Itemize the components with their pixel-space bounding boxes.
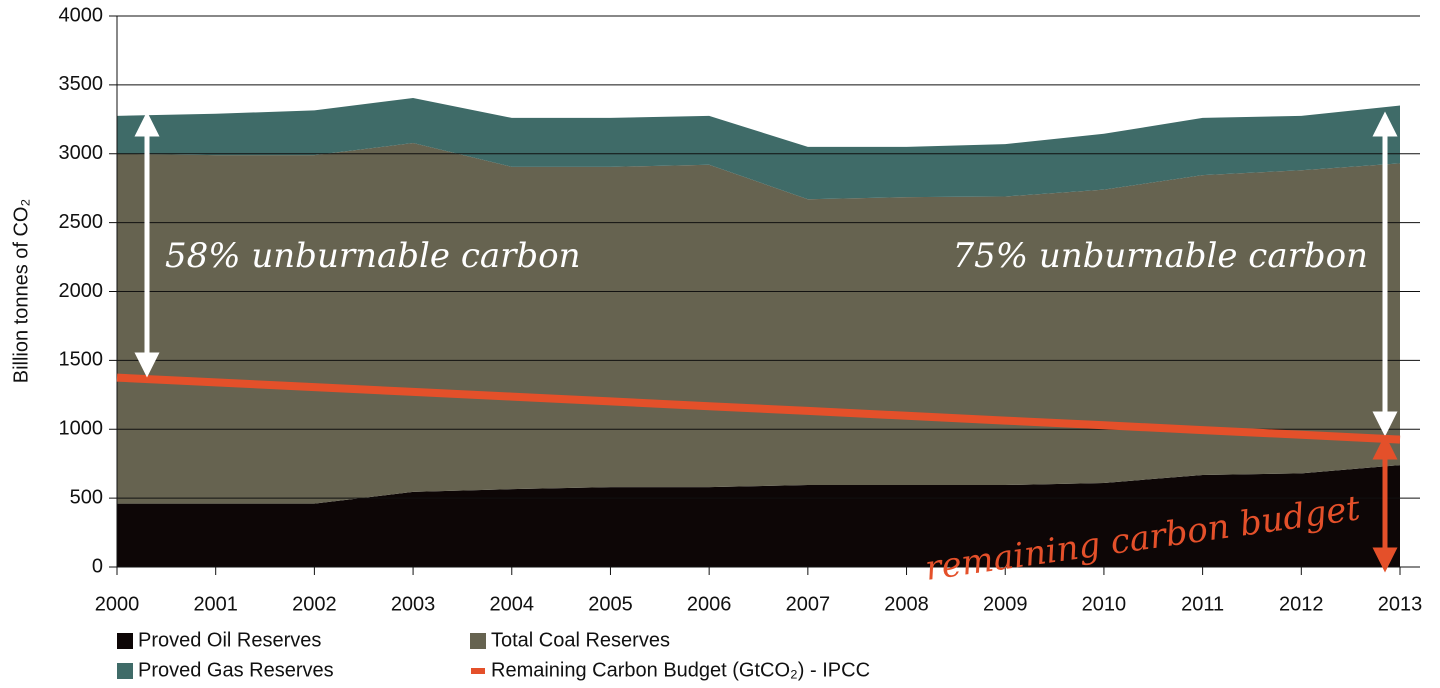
y-tick-label: 1500 — [59, 349, 104, 371]
areas — [117, 97, 1400, 567]
x-tick-label: 2005 — [588, 593, 633, 615]
annotation: 75% unburnable carbon — [952, 236, 1368, 276]
x-tick-label: 2010 — [1082, 593, 1127, 615]
x-tick-label: 2003 — [391, 593, 436, 615]
grid: 0 500 1000 1500 2000 2500 3000 3500 4000 2000 2001… — [59, 4, 1423, 615]
x-tick-label: 2008 — [884, 593, 929, 615]
area — [117, 465, 1400, 567]
legend-swatch — [470, 633, 486, 649]
y-tick-label: 500 — [70, 486, 103, 508]
budget-line — [116, 373, 1401, 444]
legend-label: Remaining Carbon Budget (GtCO₂) - IPCC — [491, 659, 870, 681]
y-tick-label: 2000 — [59, 280, 104, 302]
y-tick-label: 1000 — [59, 418, 104, 440]
legend-swatch — [471, 668, 485, 674]
x-tick-label: 2006 — [687, 593, 732, 615]
y-tick-label: 3500 — [59, 73, 104, 95]
y-tick-label: 2500 — [59, 211, 104, 233]
x-tick-label: 2000 — [95, 593, 140, 615]
y-axis-label: Billion tonnes of CO₂ — [10, 199, 32, 384]
x-tick-label: 2002 — [292, 593, 337, 615]
x-tick-label: 2009 — [983, 593, 1028, 615]
x-tick-label: 2004 — [490, 593, 535, 615]
y-tick-label: 4000 — [59, 4, 104, 26]
legend-label: Total Coal Reserves — [491, 629, 670, 651]
x-tick-label: 2001 — [193, 593, 238, 615]
x-tick-label: 2013 — [1378, 593, 1423, 615]
legend-swatch — [117, 633, 133, 649]
x-tick-label: 2007 — [786, 593, 831, 615]
legend-label: Proved Oil Reserves — [138, 629, 321, 651]
x-tick-label: 2012 — [1279, 593, 1324, 615]
y-tick-label: 3000 — [59, 142, 104, 164]
legend-label: Proved Gas Reserves — [138, 659, 334, 681]
y-tick-label: 0 — [92, 555, 103, 577]
area — [117, 97, 1400, 200]
x-tick-label: 2011 — [1181, 593, 1224, 615]
legend-swatch — [117, 663, 133, 679]
area — [117, 143, 1400, 504]
annotation: 58% unburnable carbon — [165, 236, 581, 276]
